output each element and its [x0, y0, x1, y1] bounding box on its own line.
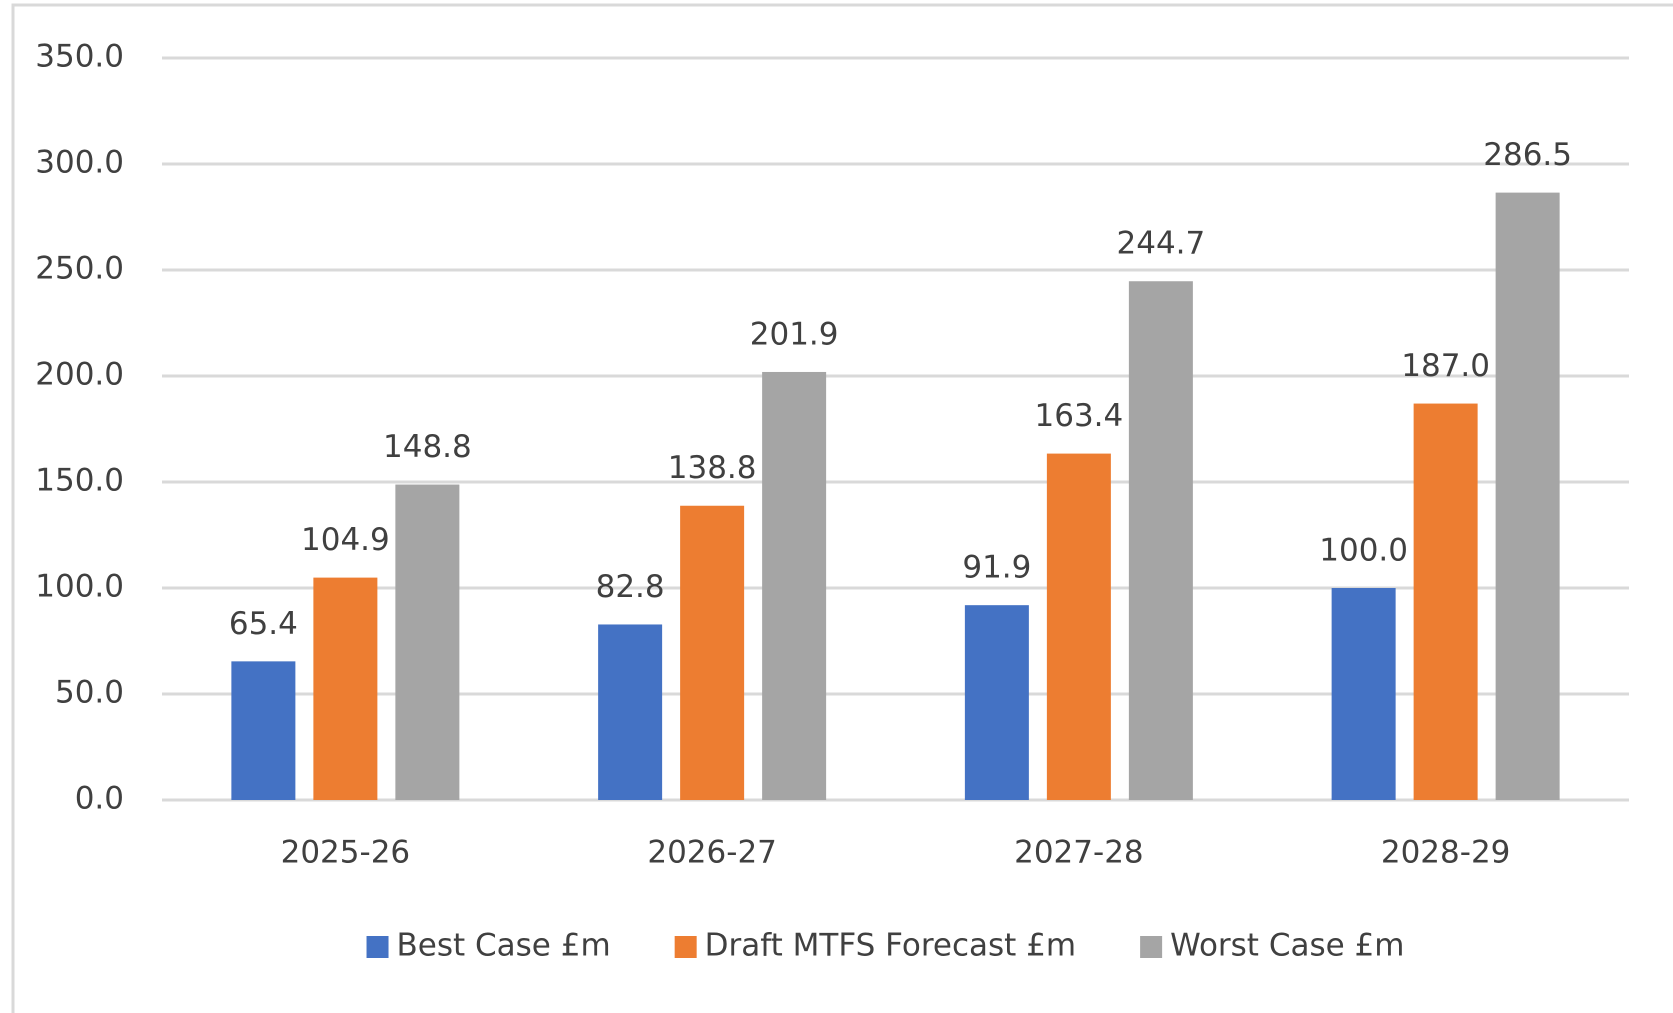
- bar: [1046, 453, 1111, 800]
- chart-frame: [11, 3, 1673, 1013]
- y-tick-label: 350.0: [35, 39, 124, 75]
- x-tick-label: 2028-29: [1381, 835, 1511, 871]
- y-tick-label: 250.0: [35, 251, 124, 287]
- data-label: 91.9: [962, 550, 1031, 586]
- data-label: 100.0: [1319, 533, 1408, 569]
- bar: [964, 605, 1029, 800]
- data-label: 201.9: [750, 316, 839, 352]
- data-label: 148.8: [383, 429, 472, 465]
- legend-swatch: [1140, 936, 1163, 958]
- legend-label: Draft MTFS Forecast £m: [705, 928, 1076, 964]
- bar: [1128, 281, 1193, 801]
- y-tick-label: 150.0: [35, 463, 124, 499]
- x-tick-label: 2026-27: [647, 835, 777, 871]
- bar: [762, 371, 827, 800]
- y-tick-label: 200.0: [35, 357, 124, 393]
- data-label: 104.9: [301, 522, 390, 558]
- bar: [231, 661, 296, 800]
- y-tick-label: 0.0: [75, 781, 124, 817]
- bar: [1331, 588, 1396, 800]
- bar: [395, 484, 460, 800]
- legend-label: Worst Case £m: [1170, 928, 1404, 964]
- y-tick-label: 100.0: [35, 569, 124, 605]
- x-tick-label: 2027-28: [1014, 835, 1144, 871]
- bar: [680, 505, 745, 800]
- bar: [1495, 192, 1560, 800]
- y-tick-label: 50.0: [55, 675, 124, 711]
- bar: [313, 577, 378, 800]
- data-label: 187.0: [1401, 348, 1490, 384]
- data-label: 244.7: [1117, 226, 1206, 262]
- data-label: 65.4: [229, 606, 298, 642]
- x-tick-label: 2025-26: [281, 835, 411, 871]
- data-label: 163.4: [1035, 398, 1124, 434]
- legend-label: Best Case £m: [397, 928, 611, 964]
- bar: [1413, 403, 1478, 800]
- legend-swatch: [674, 936, 697, 958]
- bar: [598, 624, 663, 800]
- legend-swatch: [366, 936, 389, 958]
- data-label: 286.5: [1483, 137, 1572, 173]
- y-tick-label: 300.0: [35, 145, 124, 181]
- data-label: 138.8: [668, 450, 757, 486]
- data-label: 82.8: [596, 569, 665, 605]
